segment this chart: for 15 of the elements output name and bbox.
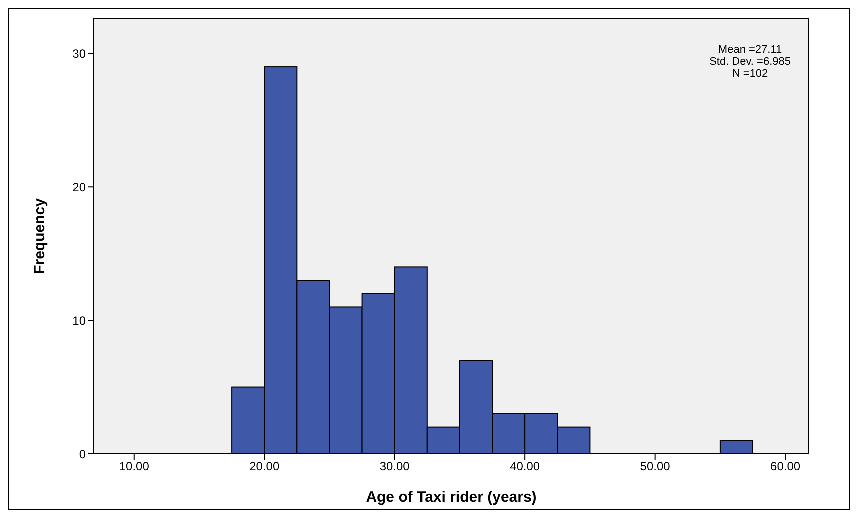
y-axis-title: Frequency bbox=[31, 198, 48, 274]
y-tick-label: 30 bbox=[72, 46, 86, 61]
x-tick-label: 40.00 bbox=[510, 460, 540, 474]
x-tick-label: 50.00 bbox=[640, 460, 671, 474]
annotation: Mean =27.11 bbox=[717, 44, 784, 56]
x-axis-title: Age of Taxi rider (years) bbox=[366, 489, 537, 506]
x-tick-label: 20.00 bbox=[250, 460, 280, 474]
y-tick-label: 10 bbox=[72, 314, 86, 328]
annotation: Std. Dev. =6.985 bbox=[710, 56, 791, 68]
x-tick-label: 30.00 bbox=[380, 460, 410, 474]
annotation: N =102 bbox=[731, 68, 770, 80]
y-tick-label: 0 bbox=[79, 447, 86, 462]
x-tick-label: 10.00 bbox=[119, 460, 150, 474]
y-tick-label: 20 bbox=[72, 180, 86, 194]
x-tick-label: 60.00 bbox=[770, 460, 801, 474]
